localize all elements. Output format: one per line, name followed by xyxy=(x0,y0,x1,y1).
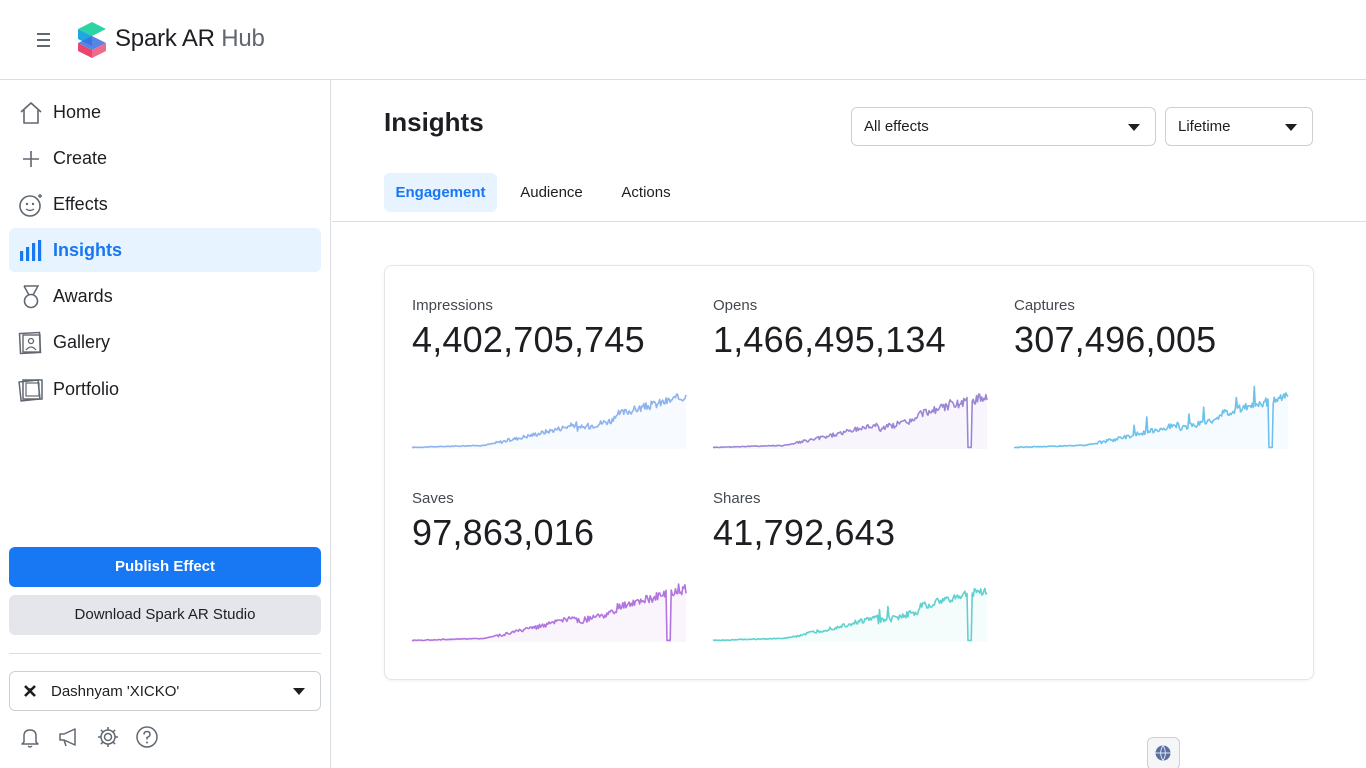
effect-filter-value: All effects xyxy=(864,118,929,135)
sidebar-item-label: Create xyxy=(53,148,108,168)
face-sparkle-icon xyxy=(19,194,42,217)
metric-value: 97,863,016 xyxy=(412,512,595,553)
effect-filter-dropdown[interactable]: All effects xyxy=(851,107,1156,146)
saves-sparkline xyxy=(411,583,687,642)
metric-impressions[interactable]: Impressions 4,402,705,745 xyxy=(411,297,687,457)
metric-shares[interactable]: Shares 41,792,643 xyxy=(712,490,988,650)
sidebar-item-home[interactable]: Home xyxy=(9,90,321,134)
sparkline-line xyxy=(712,587,988,642)
gear-icon[interactable] xyxy=(96,725,120,749)
sparkline-area xyxy=(713,394,987,449)
sparkline-area xyxy=(1014,386,1288,449)
account-name: Dashnyam 'XICKO' xyxy=(51,683,180,700)
sidebar-item-gallery[interactable]: Gallery xyxy=(9,320,321,364)
sidebar-item-create[interactable]: Create xyxy=(9,136,321,180)
metric-value: 307,496,005 xyxy=(1014,319,1217,360)
sidebar-divider xyxy=(9,653,321,654)
chevron-down-icon xyxy=(293,688,305,695)
sidebar-item-label: Portfolio xyxy=(53,379,120,399)
account-logo-icon xyxy=(24,685,36,697)
sparkline-line xyxy=(1014,385,1289,449)
brand-name[interactable]: Spark AR Hub xyxy=(115,25,265,52)
engagement-card: Impressions 4,402,705,745 Opens 1,466,49… xyxy=(384,265,1314,680)
sidebar-item-label: Home xyxy=(53,102,102,122)
bar-chart-icon xyxy=(20,240,42,261)
metric-value: 4,402,705,745 xyxy=(412,319,645,360)
home-icon xyxy=(20,102,42,124)
download-spark-ar-studio-button[interactable]: Download Spark AR Studio xyxy=(9,595,321,635)
sidebar-item-effects[interactable]: Effects xyxy=(9,182,321,226)
megaphone-icon[interactable] xyxy=(57,725,81,749)
sparkline-line xyxy=(712,393,988,449)
top-bar: Spark AR Hub xyxy=(0,0,1366,80)
sidebar-item-label: Insights xyxy=(53,240,123,260)
impressions-sparkline xyxy=(411,393,687,449)
metric-opens[interactable]: Opens 1,466,495,134 xyxy=(712,297,988,457)
globe-icon xyxy=(1155,745,1171,761)
account-selector[interactable]: Dashnyam 'XICKO' xyxy=(9,671,321,711)
help-icon[interactable] xyxy=(135,725,159,749)
metric-label: Shares xyxy=(713,490,761,507)
metric-value: 41,792,643 xyxy=(713,512,896,553)
sidebar-item-insights[interactable]: Insights xyxy=(9,228,321,272)
shares-sparkline xyxy=(712,587,988,642)
date-range-value: Lifetime xyxy=(1178,118,1231,135)
metric-label: Captures xyxy=(1014,297,1075,314)
tabs-divider xyxy=(332,221,1366,222)
spark-ar-logo[interactable] xyxy=(78,22,106,58)
sidebar-item-label: Gallery xyxy=(53,332,111,352)
gallery-icon xyxy=(18,331,42,355)
sidebar-item-awards[interactable]: Awards xyxy=(9,274,321,318)
metric-value: 1,466,495,134 xyxy=(713,319,946,360)
tab-audience[interactable]: Audience xyxy=(520,184,583,201)
tab-actions[interactable]: Actions xyxy=(621,184,671,201)
metric-saves[interactable]: Saves 97,863,016 xyxy=(411,490,687,650)
page-title: Insights xyxy=(384,107,484,137)
sidebar: Home Create Effects Insights Awards Gall… xyxy=(0,80,331,768)
metric-label: Opens xyxy=(713,297,758,314)
sparkline-area xyxy=(412,584,686,642)
sparkline-area xyxy=(713,588,987,642)
bell-icon[interactable] xyxy=(18,725,42,749)
tab-engagement[interactable]: Engagement xyxy=(384,173,497,212)
plus-icon xyxy=(23,151,39,167)
publish-effect-button[interactable]: Publish Effect xyxy=(9,547,321,587)
chevron-down-icon xyxy=(1285,124,1297,131)
sparkline-line xyxy=(411,393,687,449)
chevron-down-icon xyxy=(1128,124,1140,131)
portfolio-icon xyxy=(18,379,43,402)
medal-icon xyxy=(23,285,40,309)
date-range-dropdown[interactable]: Lifetime xyxy=(1165,107,1313,146)
hamburger-menu-icon[interactable] xyxy=(34,30,54,50)
language-globe-button[interactable] xyxy=(1147,737,1180,768)
sidebar-item-label: Awards xyxy=(53,286,113,306)
metric-label: Saves xyxy=(412,490,454,507)
captures-sparkline xyxy=(1014,385,1289,449)
metric-label: Impressions xyxy=(412,297,493,314)
sidebar-item-portfolio[interactable]: Portfolio xyxy=(9,367,321,411)
metric-captures[interactable]: Captures 307,496,005 xyxy=(1014,297,1289,457)
sparkline-area xyxy=(412,394,686,449)
sparkline-line xyxy=(411,583,687,642)
opens-sparkline xyxy=(712,393,988,449)
sidebar-item-label: Effects xyxy=(53,194,108,214)
